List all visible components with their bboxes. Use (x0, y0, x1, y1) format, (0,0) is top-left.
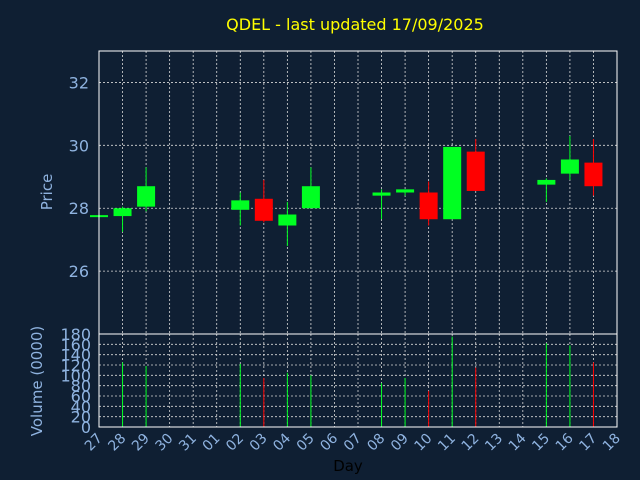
candle (537, 178, 556, 202)
x-tick-label: 07 (341, 431, 365, 455)
price-y-tick-label: 28 (69, 199, 89, 218)
candle (137, 167, 156, 212)
candle (278, 201, 297, 246)
x-tick-labels: 27 28 29 30 31 01 02 03 04 05 06 07 08 09 10 11 12 13 14 15… (82, 430, 624, 454)
volume-y-tick-label: 140 (60, 346, 91, 365)
candle (254, 179, 273, 223)
candle (372, 189, 391, 220)
x-tick-label: 01 (200, 431, 224, 455)
x-tick-label: 06 (317, 430, 341, 454)
volume-axis-label: Volume (0000) (28, 326, 46, 436)
candle (560, 135, 579, 180)
volume-y-tick-label: 80 (71, 377, 91, 396)
volume-y-tick-label: 20 (71, 408, 91, 427)
x-tick-label: 09 (388, 431, 412, 455)
candle-body (301, 186, 320, 209)
volume-y-tick-label: 100 (60, 366, 91, 385)
volume-y-tick-label: 0 (81, 418, 91, 437)
x-tick-label: 04 (270, 430, 294, 454)
candle-body (231, 200, 250, 210)
candle-body (443, 146, 462, 220)
candle-body (537, 179, 556, 185)
price-y-tick-label: 30 (69, 136, 89, 155)
candle-body (137, 186, 156, 207)
candle (396, 189, 415, 196)
candle-body (560, 159, 579, 174)
price-y-tick-labels: 26 28 30 32 (69, 73, 89, 281)
x-tick-label: 15 (529, 431, 553, 455)
price-axis-label: Price (38, 174, 56, 211)
volume-y-tick-label: 160 (60, 335, 91, 354)
candle (113, 206, 132, 232)
x-tick-label: 02 (223, 431, 247, 455)
candlestick-series (90, 135, 603, 246)
x-axis-label: Day (333, 457, 363, 475)
volume-panel-frame (98, 333, 618, 428)
x-tick-label: 10 (412, 431, 436, 455)
volume-bar-series (122, 336, 594, 427)
candle-body (372, 192, 391, 196)
price-y-tick-label: 32 (69, 73, 89, 92)
candle-body (278, 214, 297, 226)
candle (466, 139, 485, 191)
x-tick-label: 11 (435, 431, 459, 455)
candle (419, 181, 438, 226)
x-tick-label: 05 (294, 431, 318, 455)
candle-body (254, 198, 273, 221)
price-gridlines (99, 51, 617, 334)
x-tick-label: 16 (553, 430, 577, 454)
candle-body (113, 208, 132, 217)
candle-body (466, 151, 485, 191)
x-tick-label: 31 (176, 431, 200, 455)
x-tick-label: 13 (482, 431, 506, 455)
candle (301, 167, 320, 209)
volume-y-tick-label: 40 (71, 397, 91, 416)
chart-title: QDEL - last updated 17/09/2025 (226, 15, 484, 34)
candle (231, 192, 250, 226)
x-tick-label: 29 (129, 431, 153, 455)
x-tick-label: 03 (247, 431, 271, 455)
x-tick-label: 14 (506, 430, 530, 454)
x-tick-label: 17 (576, 431, 600, 455)
volume-y-tick-label: 60 (71, 387, 91, 406)
x-tick-label: 12 (459, 431, 483, 455)
candle-body (396, 189, 415, 193)
candle (443, 146, 462, 220)
x-tick-label: 28 (105, 431, 129, 455)
candle (584, 139, 603, 196)
volume-gridlines (99, 334, 617, 427)
candle-body (584, 162, 603, 187)
x-tick-label: 18 (600, 431, 624, 455)
price-y-tick-label: 26 (69, 262, 89, 281)
x-tick-label: 08 (364, 431, 388, 455)
candle-body (419, 192, 438, 220)
volume-y-tick-label: 120 (60, 356, 91, 375)
volume-y-tick-label: 180 (60, 325, 91, 344)
x-tick-label: 30 (153, 431, 177, 455)
